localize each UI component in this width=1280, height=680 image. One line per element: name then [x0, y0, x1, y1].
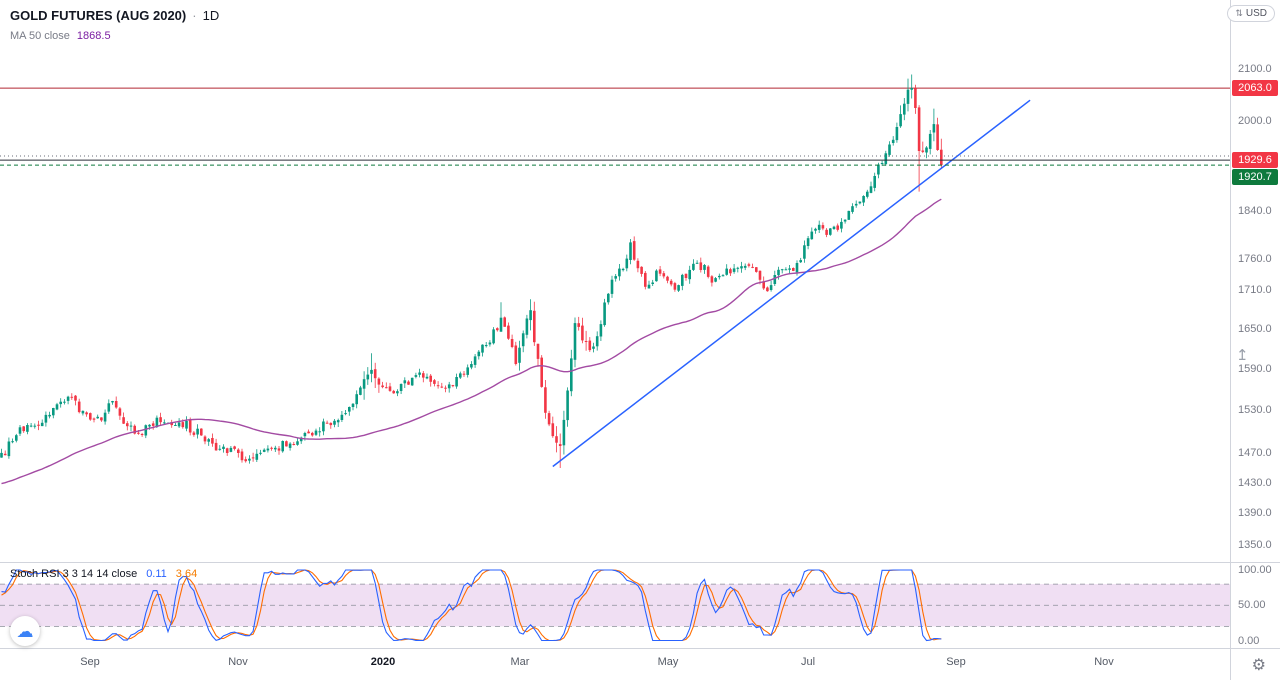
- ma50-line[interactable]: [1, 198, 942, 485]
- price-tick-label: 1430.0: [1238, 477, 1272, 489]
- interval-label[interactable]: 1D: [202, 8, 220, 23]
- time-tick-label: Sep: [80, 656, 100, 668]
- price-label-pill: 1929.6: [1232, 152, 1278, 168]
- price-tick-label: 1470.0: [1238, 447, 1272, 459]
- ma-legend-label[interactable]: MA 50 close: [10, 30, 70, 42]
- pane-divider[interactable]: [0, 562, 1280, 563]
- price-tick-label: 1590.0: [1238, 363, 1272, 375]
- price-label-pill: 1920.7: [1232, 169, 1278, 185]
- stoch-d-value: 3.64: [175, 568, 198, 580]
- price-tick-label: 1650.0: [1238, 323, 1272, 335]
- time-tick-label: 2020: [370, 656, 396, 668]
- trendline[interactable]: [552, 99, 1031, 468]
- time-tick-label: Jul: [800, 656, 816, 668]
- stoch-tick-label: 0.00: [1238, 635, 1260, 647]
- price-tick-label: 1390.0: [1238, 507, 1272, 519]
- time-tick-label: Nov: [1094, 656, 1114, 668]
- price-axis[interactable]: 2100.0 2000.0 1840.0 1760.0 1710.0 1650.0 1590…: [1231, 0, 1280, 648]
- stoch-k-line: [1, 569, 942, 642]
- chart-canvas[interactable]: [0, 0, 1230, 648]
- candlestick-series: [0, 74, 943, 468]
- time-tick-label: Nov: [228, 656, 248, 668]
- stoch-rsi-label[interactable]: Stoch RSI 3 3 14 14 close: [10, 568, 138, 580]
- symbol-legend[interactable]: GOLD FUTURES (AUG 2020) · 1D MA 50 close…: [10, 8, 219, 42]
- cloud-icon: ☁: [16, 621, 34, 641]
- price-label-pill: 2063.0: [1232, 80, 1278, 96]
- time-axis-divider: [0, 648, 1280, 649]
- ma-legend-value: 1868.5: [76, 30, 111, 42]
- price-tick-label: 1530.0: [1238, 404, 1272, 416]
- stoch-tick-label: 50.00: [1238, 599, 1266, 611]
- scroll-arrow-icon[interactable]: ↥: [1236, 347, 1249, 364]
- gear-icon: ⚙: [1251, 657, 1266, 674]
- currency-unit-label: USD: [1245, 8, 1267, 19]
- time-tick-label: Sep: [946, 656, 966, 668]
- symbol-title[interactable]: GOLD FUTURES (AUG 2020): [10, 8, 187, 23]
- chart-settings-button[interactable]: ⚙: [1252, 655, 1266, 675]
- stoch-tick-label: 100.00: [1238, 564, 1272, 576]
- time-tick-label: Mar: [510, 656, 530, 668]
- time-tick-label: May: [657, 656, 679, 668]
- price-tick-label: 1350.0: [1238, 539, 1272, 551]
- price-tick-label: 1840.0: [1238, 205, 1272, 217]
- cloud-logo-button[interactable]: ☁: [10, 616, 40, 646]
- legend-separator: ·: [192, 8, 197, 23]
- currency-unit-button[interactable]: ⇅ USD: [1227, 5, 1275, 22]
- scale-arrows-icon: ⇅: [1235, 8, 1243, 18]
- stoch-rsi-legend[interactable]: Stoch RSI 3 3 14 14 close 0.11 3.64: [10, 568, 197, 580]
- price-tick-label: 1760.0: [1238, 253, 1272, 265]
- price-axis-divider: [1230, 0, 1231, 680]
- stoch-k-value: 0.11: [146, 568, 167, 580]
- price-tick-label: 2000.0: [1238, 115, 1272, 127]
- price-tick-label: 2100.0: [1238, 63, 1272, 75]
- price-tick-label: 1710.0: [1238, 284, 1272, 296]
- time-axis[interactable]: Sep Nov 2020 Mar May Jul Sep Nov: [0, 649, 1230, 680]
